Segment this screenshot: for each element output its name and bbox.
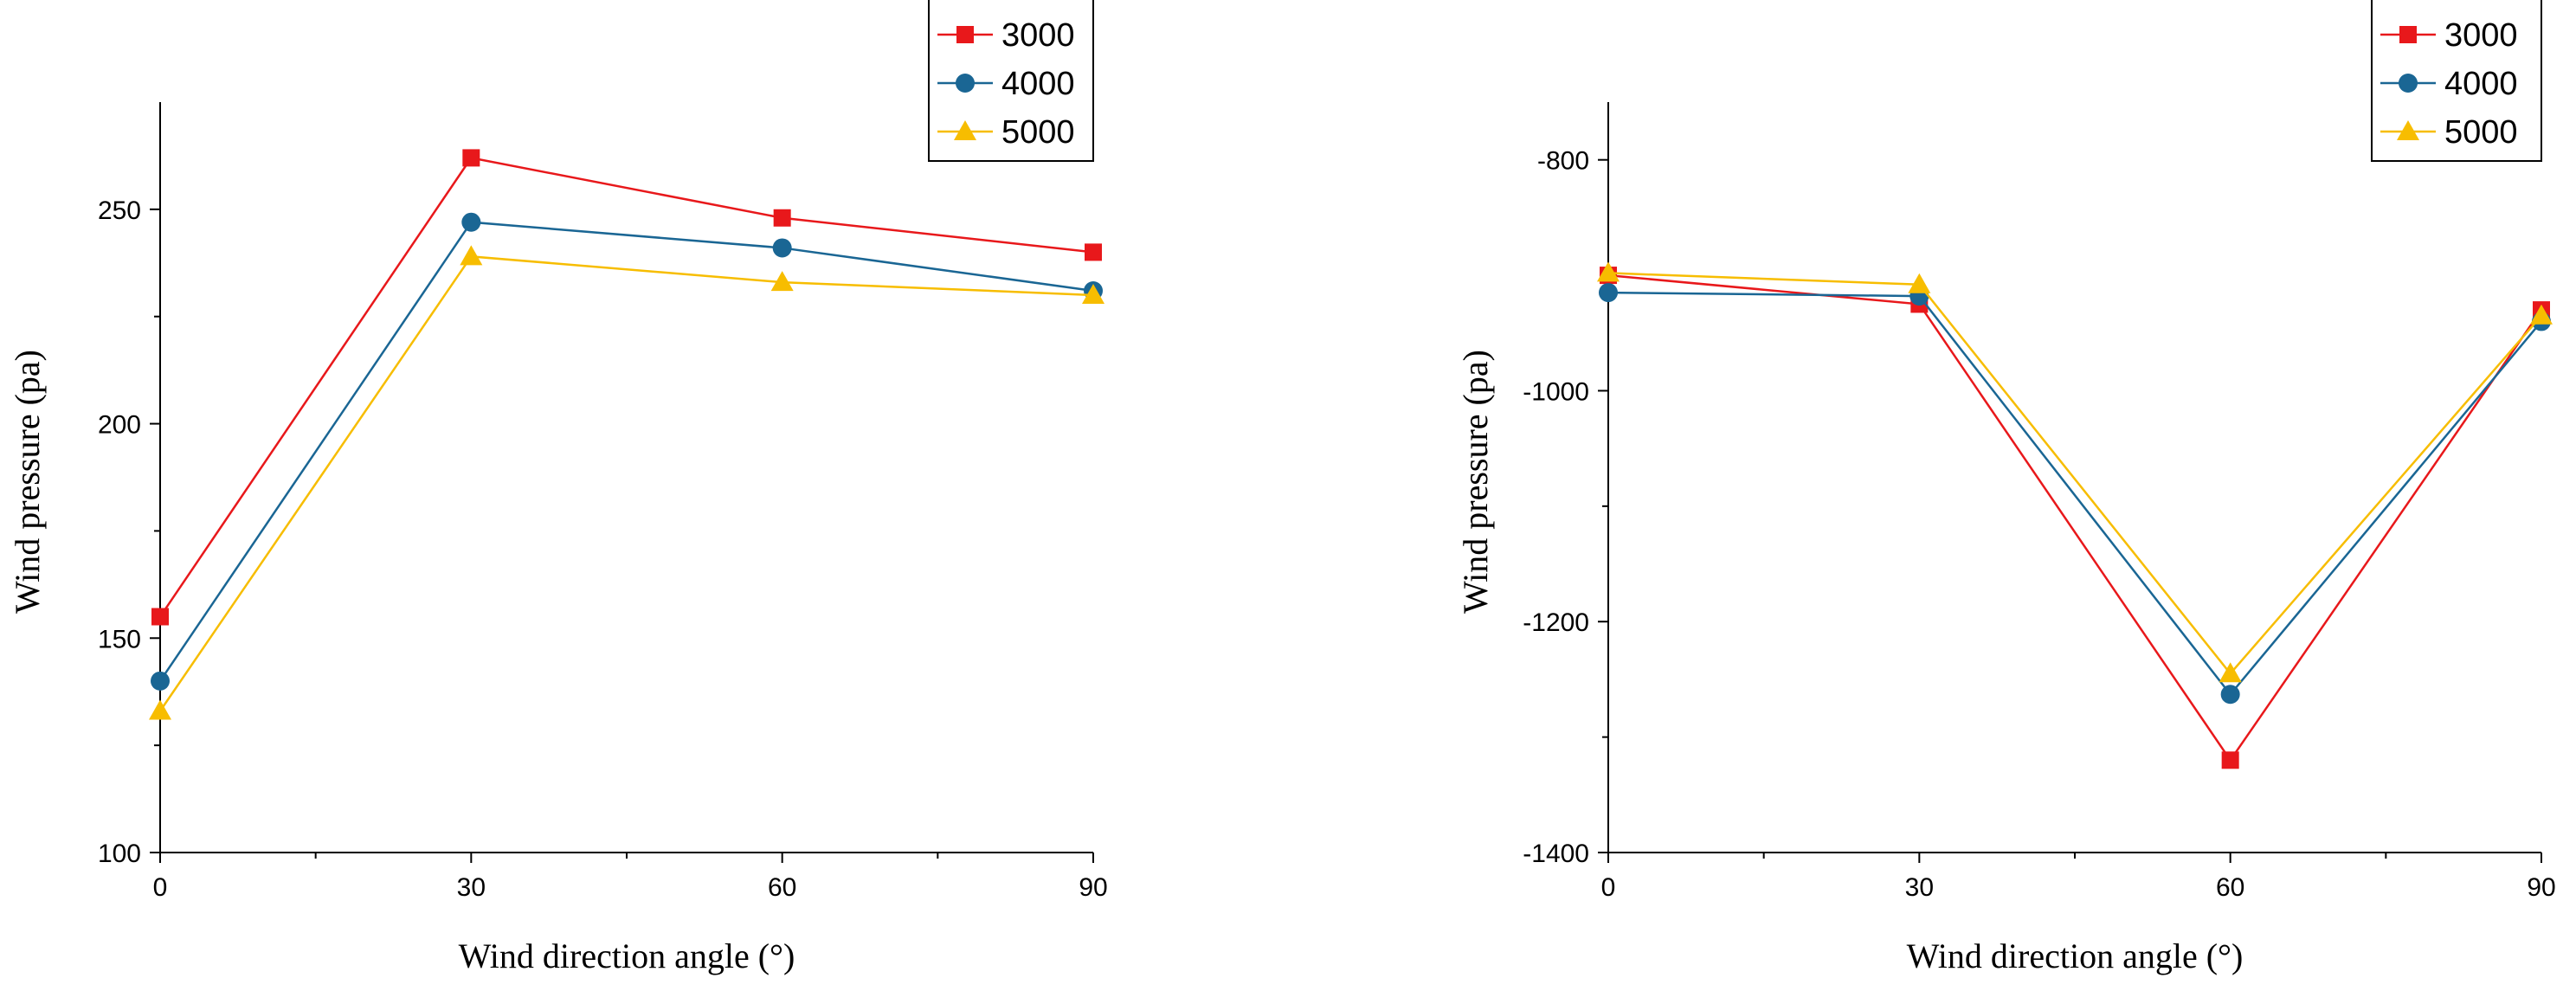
series-line-4000: [158, 221, 1094, 682]
x-tick-label: 0: [153, 873, 168, 902]
data-point-4000: [1599, 283, 1618, 303]
legend-label-3000: 3000: [1001, 17, 1075, 54]
legend-marker-4000: [2399, 74, 2418, 93]
data-point-5000: [460, 245, 483, 266]
legend-marker-5000: [2397, 120, 2419, 140]
y-tick-label: -800: [1537, 147, 1589, 176]
y-axis-title: Wind pressure (pa): [8, 350, 47, 614]
x-tick-label: 60: [768, 873, 796, 902]
series-line-5000: [158, 255, 1094, 712]
data-point-5000: [1597, 261, 1620, 282]
data-point-5000: [2219, 662, 2242, 683]
data-point-5000: [149, 699, 171, 720]
legend-label-4000: 4000: [2444, 66, 2518, 102]
x-tick-label: 90: [2527, 873, 2555, 902]
y-tick-label: 250: [98, 196, 141, 225]
x-tick-label: 0: [1601, 873, 1616, 902]
series-line-5000: [1607, 272, 2542, 676]
x-axis-title: Wind direction angle (°): [459, 936, 795, 975]
data-point-5000: [1082, 283, 1104, 304]
data-point-4000: [151, 671, 170, 691]
legend-label-3000: 3000: [2444, 17, 2518, 54]
data-point-5000: [2530, 304, 2553, 325]
x-tick-label: 60: [2216, 873, 2244, 902]
chart-left: 0 30 60 90 100 150 200 250 Wind direction angle …: [8, 0, 1108, 975]
legend-label-5000: 5000: [1001, 114, 1075, 151]
legend-label-5000: 5000: [2444, 114, 2518, 151]
y-tick-label: 100: [98, 840, 141, 868]
y-tick-label: -1000: [1523, 377, 1589, 406]
data-point-5000: [1908, 273, 1931, 293]
data-point-4000: [772, 238, 792, 258]
y-axis-title: Wind pressure (pa): [1456, 350, 1495, 614]
series-line-3000: [158, 157, 1094, 618]
y-tick-label: 200: [98, 411, 141, 440]
data-point-3000: [462, 149, 480, 167]
x-tick-label: 30: [457, 873, 486, 902]
data-point-4000: [2220, 685, 2240, 705]
data-point-3000: [773, 209, 791, 227]
x-tick-label: 90: [1079, 873, 1107, 902]
legend-marker-4000: [956, 74, 975, 93]
legend-marker-5000: [954, 120, 976, 140]
x-tick-label: 30: [1905, 873, 1934, 902]
y-tick-label: 150: [98, 625, 141, 653]
x-axis-title: Wind direction angle (°): [1907, 936, 2244, 975]
data-point-3000: [1085, 243, 1102, 261]
y-tick-label: -1400: [1523, 840, 1589, 868]
data-point-3000: [151, 608, 169, 626]
series-line-4000: [1607, 291, 2542, 697]
legend-marker-3000: [2399, 26, 2417, 43]
chart-right: 0 30 60 90 -800 -1000 -1200 -1400 Wind direction…: [1456, 0, 2556, 975]
data-point-3000: [2221, 751, 2239, 769]
data-point-4000: [461, 212, 481, 232]
data-point-5000: [770, 271, 794, 292]
y-tick-label: -1200: [1523, 608, 1589, 637]
legend-marker-3000: [956, 26, 974, 43]
legend-label-4000: 4000: [1001, 66, 1075, 102]
series-line-3000: [1607, 273, 2543, 763]
